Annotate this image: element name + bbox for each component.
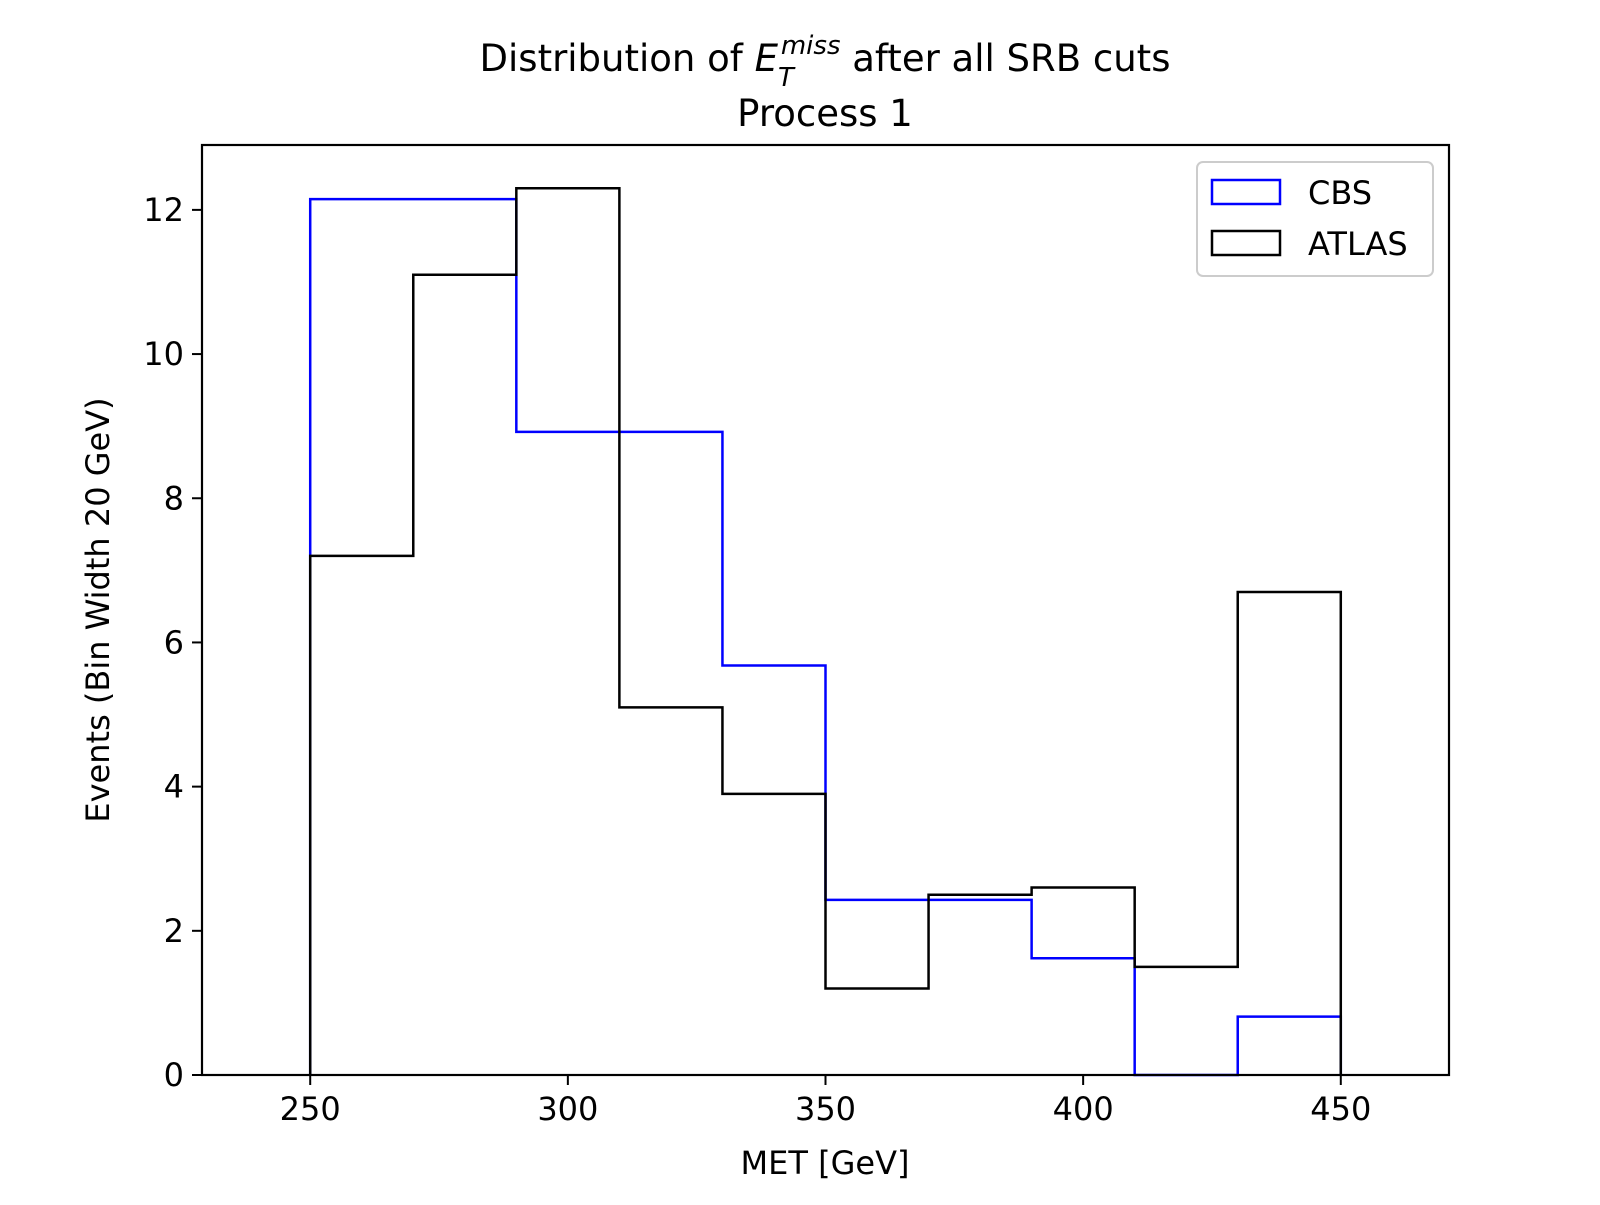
- series-atlas-step-line: [308, 187, 1343, 1075]
- y-tick-label-2: 2: [164, 912, 184, 950]
- y-tick-label-8: 8: [164, 479, 184, 517]
- y-tick-label-4: 4: [164, 768, 184, 806]
- y-tick-label-10: 10: [143, 335, 184, 373]
- x-tick-label-350: 350: [795, 1090, 856, 1128]
- x-tick-label-450: 450: [1310, 1090, 1371, 1128]
- legend-label-cbs: CBS: [1308, 174, 1372, 212]
- chart-title-line1: Distribution of ETmiss after all SRB cut…: [480, 31, 1171, 93]
- chart-title-line2: Process 1: [737, 92, 913, 135]
- legend-swatch-cbs: [1210, 178, 1282, 206]
- legend-frame: [1196, 161, 1434, 277]
- y-tick-label-0: 0: [164, 1056, 184, 1094]
- legend-swatch-atlas: [1210, 229, 1282, 257]
- legend: CBS ATLAS: [1196, 161, 1434, 277]
- legend-label-atlas: ATLAS: [1308, 225, 1408, 263]
- y-axis-label: Events (Bin Width 20 GeV): [79, 397, 117, 822]
- x-tick-label-400: 400: [1053, 1090, 1114, 1128]
- y-axis-ticks: 0 2 4 6 8 10 12: [143, 191, 202, 1094]
- x-tick-label-250: 250: [280, 1090, 341, 1128]
- y-tick-label-6: 6: [164, 623, 184, 661]
- x-axis-ticks: 250 300 350 400 450: [280, 1075, 1371, 1128]
- y-tick-label-12: 12: [143, 191, 184, 229]
- x-axis-label: MET [GeV]: [741, 1144, 910, 1182]
- x-tick-label-300: 300: [537, 1090, 598, 1128]
